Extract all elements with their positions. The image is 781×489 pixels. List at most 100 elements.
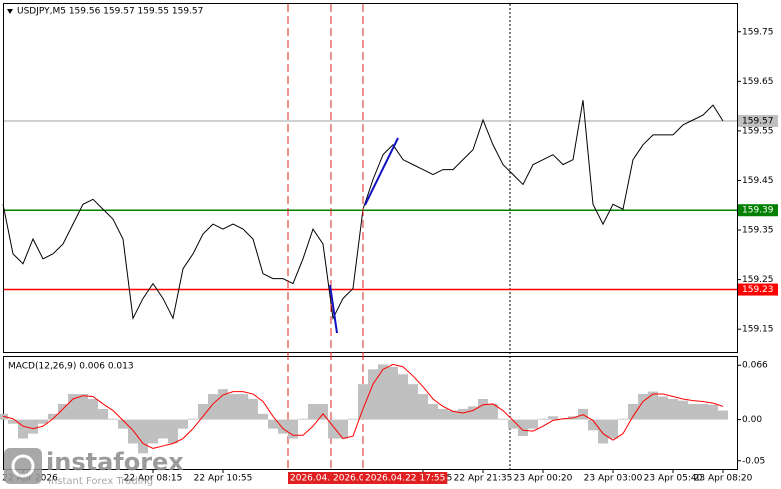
- histogram-bar: [458, 408, 468, 420]
- y-tick-label: 0.066: [742, 361, 768, 371]
- histogram-bar: [98, 408, 108, 420]
- histogram-bar: [528, 419, 538, 429]
- histogram-bar: [468, 406, 478, 420]
- y-tick-label: 159.55: [742, 126, 774, 136]
- trend-line: [364, 137, 399, 206]
- histogram-bar: [448, 410, 458, 420]
- histogram-bar: [688, 403, 698, 420]
- histogram-bar: [368, 369, 378, 420]
- event-label-box: [331, 472, 367, 484]
- histogram-bar: [148, 419, 158, 444]
- histogram-bar: [628, 403, 638, 420]
- histogram-bar: [378, 364, 388, 420]
- histogram-bar: [658, 396, 668, 420]
- logo-ring: [11, 454, 35, 478]
- histogram-bar: [298, 418, 308, 420]
- level-box: [738, 283, 778, 296]
- histogram-bar: [208, 394, 218, 420]
- histogram-bar: [708, 404, 718, 420]
- x-tick-label: 23 Apr 00:20: [514, 474, 573, 484]
- histogram-bar: [248, 399, 258, 420]
- histogram-bar: [8, 419, 18, 424]
- x-tick-label: 23 Apr 05:40: [644, 474, 703, 484]
- level-label: 159.39: [742, 206, 774, 216]
- event-label: 2026.04.2: [290, 474, 336, 484]
- histogram-bar: [358, 384, 368, 420]
- histogram-bar: [238, 394, 248, 420]
- histogram-bar: [328, 419, 338, 439]
- histogram-bar: [648, 391, 658, 420]
- histogram-bar: [218, 389, 228, 420]
- histogram-bar: [178, 419, 188, 429]
- histogram-bar: [198, 403, 208, 420]
- histogram-bar: [428, 403, 438, 420]
- event-label: 2026.04.22 17:55: [365, 474, 445, 484]
- histogram-bar: [48, 413, 58, 420]
- event-label: 2026.0: [333, 474, 365, 484]
- y-tick-label: 159.15: [742, 325, 774, 335]
- histogram-bar: [508, 419, 518, 429]
- title-arrow: [7, 9, 13, 14]
- histogram-bar: [158, 419, 168, 439]
- histogram-bar: [108, 418, 118, 420]
- histogram-bar: [478, 399, 488, 420]
- histogram-bar: [668, 399, 678, 420]
- histogram-bar: [608, 419, 618, 439]
- histogram-bar: [38, 419, 48, 424]
- histogram-bar: [618, 418, 628, 420]
- histogram-bar: [68, 394, 78, 420]
- histogram-bar: [598, 419, 608, 444]
- histogram-bar: [348, 418, 358, 420]
- y-tick-label: 159.75: [742, 27, 774, 37]
- histogram-bar: [638, 394, 648, 420]
- x-tick-label: 22 Apr 08:15: [124, 474, 183, 484]
- y-tick-label: 159.25: [742, 275, 774, 285]
- histogram-bar: [698, 403, 708, 420]
- chart-title: USDJPY,M5 159.56 159.57 159.55 159.57: [17, 7, 203, 17]
- signal-line: [2, 363, 724, 449]
- y-tick-label: -0.05: [742, 456, 765, 466]
- logo-brand: instaforex: [46, 448, 184, 476]
- histogram-bar: [268, 419, 278, 429]
- level-label: 159.57: [742, 116, 774, 126]
- histogram-bar: [188, 418, 198, 420]
- histogram-bar: [538, 418, 548, 420]
- x-tick-label: 23 Apr 03:00: [584, 474, 643, 484]
- histogram-bar: [28, 419, 38, 434]
- level-label: 159.23: [742, 285, 774, 295]
- y-tick-label: 0.00: [742, 415, 762, 425]
- histogram-bar: [288, 419, 298, 439]
- histogram-bar: [118, 419, 128, 429]
- histogram-bar: [258, 413, 268, 420]
- histogram-bar: [318, 403, 328, 420]
- y-tick-label: 159.65: [742, 77, 774, 87]
- histogram-bar: [88, 399, 98, 420]
- macd-frame: [3, 356, 738, 470]
- histogram-bar: [678, 400, 688, 420]
- macd-title: MACD(12,26,9) 0.006 0.013: [8, 362, 134, 372]
- histogram-bar: [438, 408, 448, 420]
- histogram-bar: [278, 419, 288, 434]
- logo-icon: [4, 448, 42, 484]
- histogram-bar: [18, 419, 28, 439]
- histogram-bar: [78, 394, 88, 420]
- histogram-bar: [228, 394, 238, 420]
- marks: 159.15 159.25 159.35 159.45 159.55 159.65 159.…: [0, 4, 778, 484]
- logo-tagline: Instant Forex Trading: [48, 476, 153, 487]
- price-frame: [3, 3, 738, 353]
- event-label-box: [288, 472, 338, 484]
- trend-line: [329, 284, 338, 334]
- histogram-bar: [518, 419, 528, 437]
- histogram-bar: [718, 410, 728, 420]
- histogram-bar: [58, 403, 68, 420]
- histogram-bar: [308, 403, 318, 420]
- histogram-bar: [498, 418, 508, 420]
- histogram-bar: [128, 419, 138, 444]
- x-tick-label: 22 Apr 21:35: [454, 474, 513, 484]
- histogram-bar: [138, 419, 148, 454]
- histogram-bar: [338, 419, 348, 439]
- histogram-bar: [488, 403, 498, 420]
- watermark: instaforex Instant Forex Trading: [4, 448, 184, 487]
- histogram-bar: [398, 374, 408, 420]
